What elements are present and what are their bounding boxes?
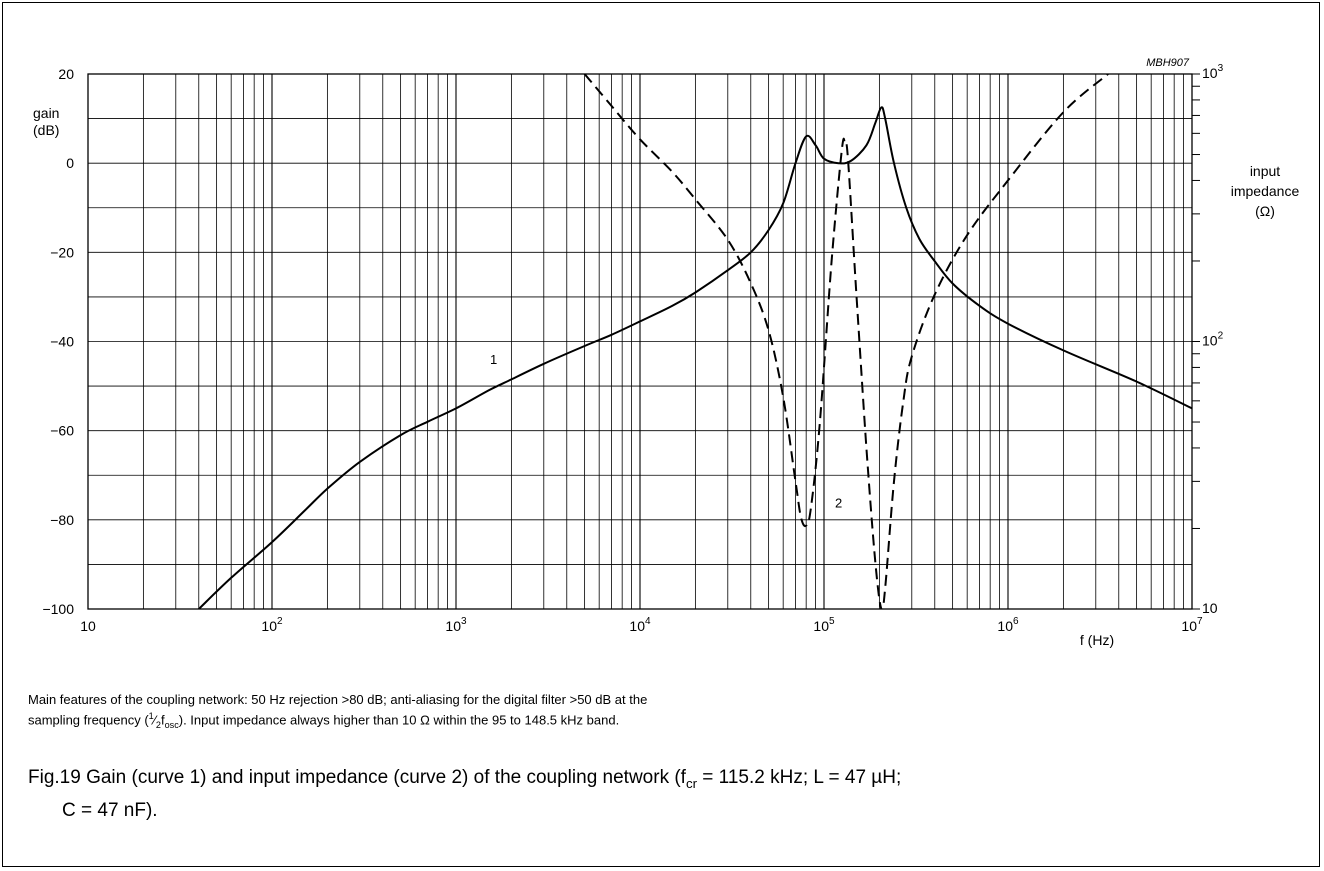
y-left-tick-label: −40 [50, 334, 74, 350]
note-line2-post: ). Input impedance always higher than 10… [178, 712, 620, 728]
y-left-tick-label: −60 [50, 423, 74, 439]
x-tick-label: 107 [1181, 616, 1203, 634]
y-right-tick-label: 103 [1202, 63, 1224, 81]
y-right-tick-label: 10 [1202, 600, 1218, 616]
caption-fcr-sub: cr [685, 775, 698, 791]
curve-label: 2 [835, 495, 842, 510]
x-axis-label: f (Hz) [1080, 632, 1114, 648]
x-tick-label: 10 [80, 618, 96, 634]
half-den: 2 [155, 719, 161, 730]
y-right-label: impedance [1231, 183, 1300, 199]
figure-note: Main features of the coupling network: 5… [28, 692, 648, 730]
half-num: 1 [148, 711, 154, 721]
caption-part1: Fig.19 Gain (curve 1) and input impedanc… [28, 767, 686, 788]
series-1-gain-line [198, 106, 1192, 609]
caption-part2: = 115.2 kHz; L = 47 µH; [697, 767, 902, 788]
y-right-tick-label: 102 [1202, 331, 1224, 349]
y-left-tick-label: 20 [58, 66, 74, 82]
fosc-f: f [160, 712, 165, 728]
x-tick-label: 102 [261, 616, 283, 634]
series-2-impedance-line [583, 74, 1109, 609]
y-right-label: input [1250, 163, 1280, 179]
y-left-label: gain [33, 105, 59, 121]
x-tick-label: 103 [445, 616, 467, 634]
y-left-tick-label: −20 [50, 244, 74, 260]
y-right-label-unit: (Ω) [1255, 203, 1275, 219]
y-left-tick-label: 0 [66, 155, 74, 171]
x-tick-label: 105 [813, 616, 835, 634]
fosc-sub: osc [164, 719, 179, 730]
note-line2-pre: sampling frequency ( [28, 712, 149, 728]
y-left-tick-label: −80 [50, 512, 74, 528]
x-tick-label: 106 [997, 616, 1019, 634]
curves [198, 74, 1192, 609]
caption-line2: C = 47 nF). [62, 799, 158, 821]
figure-code: MBH907 [1146, 57, 1190, 69]
curve-label: 1 [490, 352, 497, 367]
x-tick-label: 104 [629, 616, 651, 634]
figure-caption: Fig.19 Gain (curve 1) and input impedanc… [28, 764, 1268, 824]
y-left-label-unit: (dB) [33, 122, 59, 138]
note-line1: Main features of the coupling network: 5… [28, 692, 648, 707]
y-left-tick-label: −100 [42, 601, 74, 617]
grid [87, 73, 1200, 610]
